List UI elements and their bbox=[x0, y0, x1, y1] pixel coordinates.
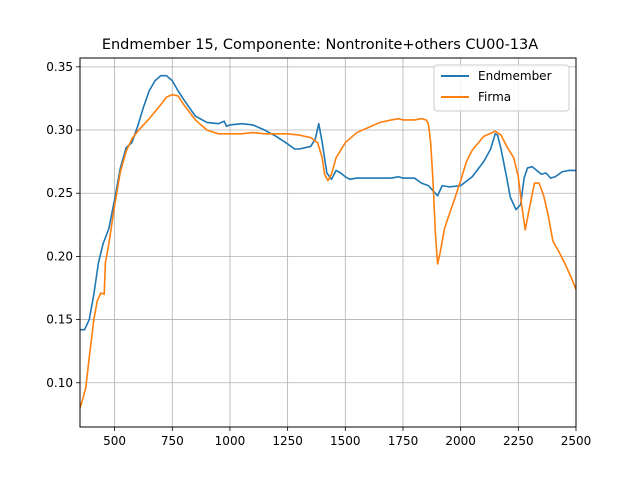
x-tick-label: 750 bbox=[161, 434, 184, 448]
x-tick-label: 2500 bbox=[561, 434, 592, 448]
y-tick-label: 0.30 bbox=[46, 123, 73, 137]
x-tick-label: 1000 bbox=[215, 434, 246, 448]
y-tick-label: 0.20 bbox=[46, 249, 73, 263]
x-tick-label: 1250 bbox=[272, 434, 303, 448]
x-tick-label: 2000 bbox=[445, 434, 476, 448]
x-tick-label: 1500 bbox=[330, 434, 361, 448]
y-tick-label: 0.10 bbox=[46, 376, 73, 390]
series-layer bbox=[80, 74, 576, 409]
x-axis: 500 750 1000 1250 1500 1750 2000 2250 2500 bbox=[103, 427, 591, 448]
series-line-endmember bbox=[80, 74, 576, 331]
x-tick-label: 500 bbox=[103, 434, 126, 448]
y-tick-label: 0.25 bbox=[46, 186, 73, 200]
x-tick-label: 2250 bbox=[503, 434, 534, 448]
plot-area bbox=[80, 58, 576, 427]
plot-frame bbox=[79, 57, 577, 428]
y-tick-label: 0.35 bbox=[46, 60, 73, 74]
series-line-firma bbox=[80, 93, 576, 409]
legend-label-endmember: Endmember bbox=[478, 69, 552, 83]
legend-label-firma: Firma bbox=[478, 90, 511, 104]
y-axis: 0.10 0.15 0.20 0.25 0.30 0.35 bbox=[46, 60, 80, 390]
legend: Endmember Firma bbox=[433, 64, 570, 112]
chart-title: Endmember 15, Componente: Nontronite+oth… bbox=[102, 37, 538, 53]
y-tick-label: 0.15 bbox=[46, 313, 73, 327]
x-tick-label: 1750 bbox=[388, 434, 419, 448]
